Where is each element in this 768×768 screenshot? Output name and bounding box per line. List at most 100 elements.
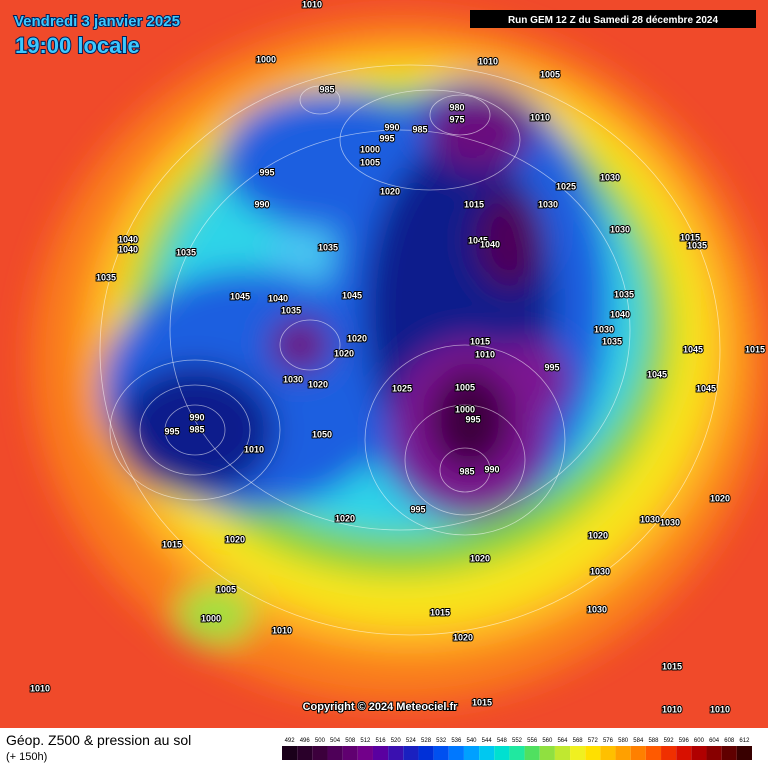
isobar-label: 1015: [680, 232, 700, 242]
colorbar-swatch: [282, 746, 298, 760]
isobar-label: 980: [449, 102, 464, 112]
isobar-label: 1035: [96, 272, 116, 282]
isobar-label: 1030: [594, 324, 614, 334]
isobar-label: 1045: [342, 290, 362, 300]
isobar-label: 1035: [602, 336, 622, 346]
isobar-label: 1015: [662, 661, 682, 671]
colorbar-label: 500: [315, 738, 326, 744]
isobar-label: 1020: [334, 348, 354, 358]
isobar-label: 1005: [540, 69, 560, 79]
isobar-label: 995: [544, 362, 559, 372]
isobar-label: 1030: [587, 604, 607, 614]
isobar-label: 995: [410, 504, 425, 514]
footer-lead: (+ 150h): [6, 751, 47, 763]
colorbar-label: 552: [512, 738, 523, 744]
colorbar-swatch: [357, 746, 373, 760]
colorbar-label: 576: [603, 738, 614, 744]
isobar-label: 1040: [268, 293, 288, 303]
isobar-label: 1000: [256, 54, 276, 64]
z500-field: [30, 15, 768, 705]
colorbar-swatch: [736, 746, 752, 760]
colorbar-swatch: [327, 746, 343, 760]
isobar-label: 995: [379, 133, 394, 143]
colorbar-swatch: [554, 746, 571, 760]
time: 19:00 locale: [15, 33, 140, 58]
isobar-label: 1045: [683, 344, 703, 354]
isobar-label: 1010: [272, 625, 292, 635]
colorbar-label: 592: [664, 738, 675, 744]
colorbar-label: 524: [406, 738, 417, 744]
colorbar-swatch: [312, 746, 328, 760]
isobar-label: 1010: [302, 0, 322, 9]
colorbar-label: 604: [709, 738, 720, 744]
isobar-label: 1030: [640, 514, 660, 524]
isobar-label: 1035: [318, 242, 338, 252]
colorbar-label: 496: [300, 738, 311, 744]
isobar-label: 1030: [610, 224, 630, 234]
isobar-label: 1015: [745, 344, 765, 354]
isobar-label: 1030: [538, 199, 558, 209]
colorbar-swatch: [494, 746, 510, 760]
colorbar-label: 584: [633, 738, 644, 744]
colorbar-label: 508: [345, 738, 356, 744]
isobar-label: 1010: [475, 349, 495, 359]
isobar-label: 1010: [478, 56, 498, 66]
isobars: [99, 64, 721, 636]
colorbar-swatch: [342, 746, 358, 760]
isobar-label: 1015: [464, 199, 484, 209]
colorbar-swatch: [615, 746, 631, 760]
isobar-label: 985: [189, 424, 204, 434]
isobar-label: 1015: [472, 697, 492, 707]
colorbar-swatch: [661, 746, 677, 760]
colorbar-label: 596: [679, 738, 690, 744]
isobar-label: 1040: [610, 309, 630, 319]
colorbar-swatch: [630, 746, 646, 760]
isobar-label: 1035: [281, 305, 301, 315]
colorbar-label: 532: [436, 738, 447, 744]
isobar-label: 1020: [308, 379, 328, 389]
colorbar-label: 580: [618, 738, 629, 744]
isobar-label: 1015: [430, 607, 450, 617]
isobar-label: 990: [189, 412, 204, 422]
colorbar-swatch: [433, 746, 449, 760]
isobar-label: 1040: [480, 239, 500, 249]
isobar-label: 1010: [30, 683, 50, 693]
isobar-label: 975: [449, 114, 464, 124]
isobar-label: 1025: [392, 383, 412, 393]
isobar-label: 1010: [662, 704, 682, 714]
colorbar-label: 516: [376, 738, 387, 744]
isobar-label: 1020: [380, 186, 400, 196]
isobar-label: 1020: [225, 534, 245, 544]
colorbar-swatch: [691, 746, 707, 760]
colorbar-swatch: [448, 746, 464, 760]
colorbar-swatch: [570, 746, 586, 760]
colorbar-label: 560: [542, 738, 553, 744]
isobar-label: 995: [259, 167, 274, 177]
run-info: Run GEM 12 Z du Samedi 28 décembre 2024: [508, 15, 719, 26]
isobar-label: 1005: [455, 382, 475, 392]
colorbar-swatch: [600, 746, 616, 760]
isobar-label: 1035: [687, 240, 707, 250]
isobar-label: 1040: [118, 234, 138, 244]
colorbar-swatch: [418, 746, 434, 760]
colorbar-swatch: [403, 746, 419, 760]
isobar-labels: 1010 1000 1010 1005 985 980 975 1010 990 985 995 10…: [29, 0, 766, 715]
colorbar-swatch: [539, 746, 555, 760]
isobar-label: 990: [484, 464, 499, 474]
isobar-label: 1020: [710, 493, 730, 503]
isobar-label: 985: [459, 466, 474, 476]
isobar-label: 1045: [468, 235, 488, 245]
isobar-label: 1050: [312, 429, 332, 439]
isobar-label: 1020: [588, 530, 608, 540]
isobar-label: 1040: [118, 244, 138, 254]
colorbar-label: 536: [451, 738, 462, 744]
isobar-label: 985: [319, 84, 334, 94]
colorbar-swatch: [721, 746, 737, 760]
colorbar-label: 540: [467, 738, 478, 744]
colorbar-label: 544: [482, 738, 493, 744]
isobar-label: 985: [412, 124, 427, 134]
colorbar-label: 608: [724, 738, 735, 744]
isobar-label: 995: [164, 426, 179, 436]
colorbar-swatch: [479, 746, 495, 760]
isobar-label: 1045: [647, 369, 667, 379]
